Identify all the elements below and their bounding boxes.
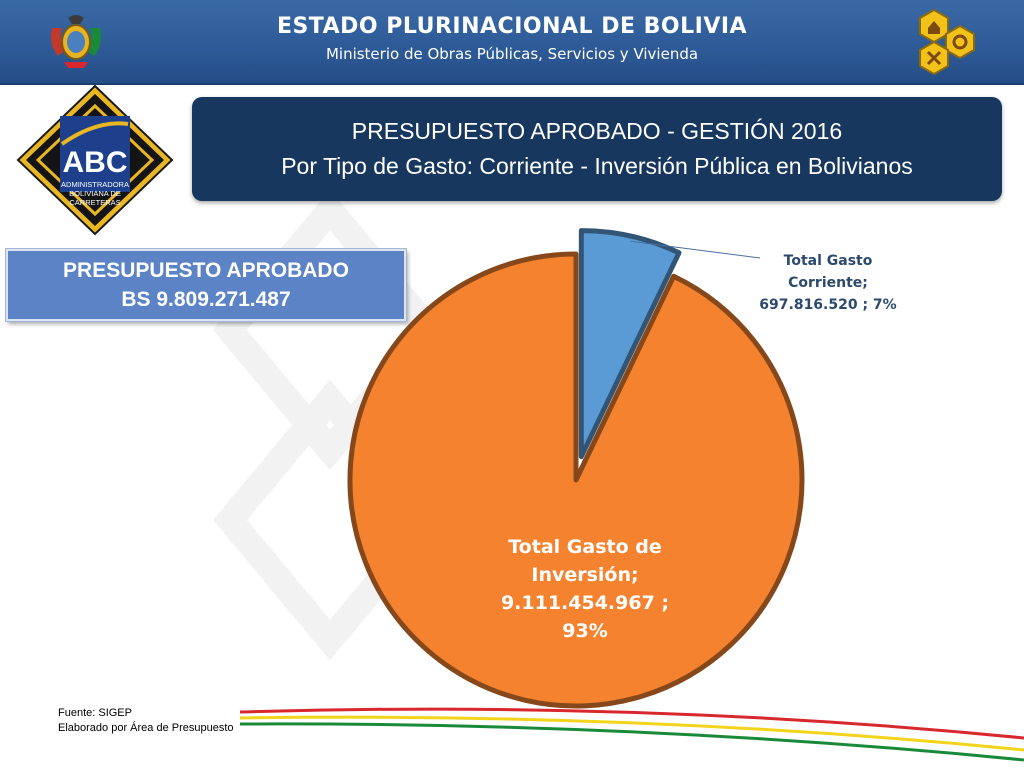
approved-budget-box: PRESUPUESTO APROBADO BS 9.809.271.487	[6, 249, 406, 321]
data-label-line: 697.816.520 ; 7%	[759, 297, 897, 313]
header-subtitle: Ministerio de Obras Públicas, Servicios …	[325, 45, 699, 63]
data-label-corriente: Total Gasto Corriente; 697.816.520 ; 7%	[738, 250, 918, 316]
pie-slices	[347, 228, 805, 709]
data-label-line: Total Gasto	[783, 253, 873, 269]
ministry-logo-icon	[919, 8, 975, 76]
data-label-inversion: Total Gasto de Inversión; 9.111.454.967 …	[465, 533, 705, 645]
chart-title: PRESUPUESTO APROBADO - GESTIÓN 2016	[351, 118, 843, 144]
coat-of-arms-icon	[50, 15, 102, 68]
data-label-line: 9.111.454.967 ;	[500, 592, 670, 614]
chart-subtitle: Por Tipo de Gasto: Corriente - Inversión…	[281, 153, 913, 179]
abc-logo-line: BOLIVIANA DE	[69, 189, 121, 198]
source-text: Fuente: SIGEP	[58, 707, 132, 719]
flag-stripes	[239, 707, 1024, 762]
abc-logo: ABC ADMINISTRADORA BOLIVIANA DE CARRETER…	[16, 84, 174, 236]
abc-logo-text: ABC	[63, 146, 128, 179]
data-label-line: Inversión;	[531, 564, 639, 586]
abc-logo-line: ADMINISTRADORA	[61, 180, 129, 189]
abc-logo-line: CARRETERAS	[69, 198, 120, 207]
pie-slice-inversion	[347, 251, 805, 709]
data-label-line: Corriente;	[788, 275, 868, 291]
data-label-line: 93%	[562, 620, 608, 642]
title-box: PRESUPUESTO APROBADO - GESTIÓN 2016 Por …	[192, 97, 1002, 201]
approved-budget-label: PRESUPUESTO APROBADO	[63, 259, 349, 282]
header-title: ESTADO PLURINACIONAL DE BOLIVIA	[276, 14, 748, 39]
header-bar: ESTADO PLURINACIONAL DE BOLIVIA Minister…	[0, 0, 1024, 85]
pie-slice-corriente	[578, 228, 682, 460]
source-note: Fuente: SIGEP Elaborado por Área de Pres…	[58, 706, 234, 736]
leader-line	[630, 240, 761, 259]
data-label-line: Total Gasto de	[508, 536, 662, 558]
prepared-by-text: Elaborado por Área de Presupuesto	[58, 722, 234, 734]
approved-budget-amount: BS 9.809.271.487	[121, 288, 291, 311]
